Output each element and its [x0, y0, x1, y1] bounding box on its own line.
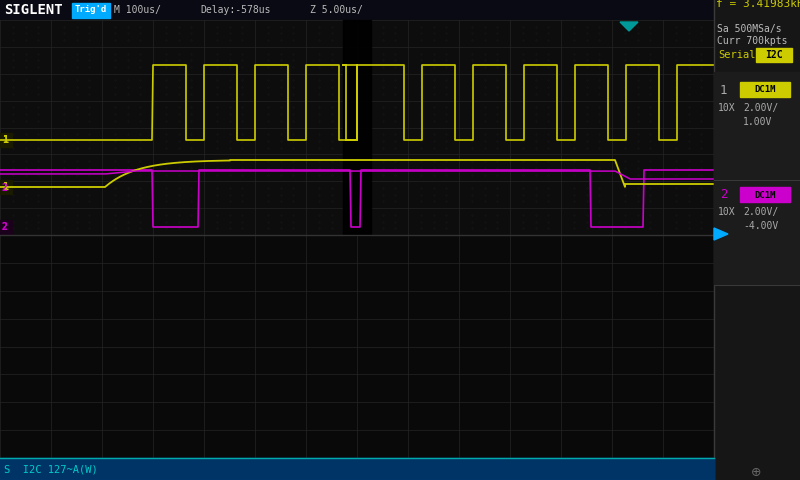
- Text: 2: 2: [2, 222, 8, 232]
- Text: Curr 700kpts: Curr 700kpts: [717, 36, 787, 46]
- Text: DC1M: DC1M: [754, 85, 776, 95]
- Bar: [740, 187, 790, 202]
- Text: Serial: Serial: [718, 50, 755, 60]
- Text: ⊕: ⊕: [750, 466, 762, 479]
- Bar: [714, 180, 800, 285]
- Polygon shape: [714, 228, 728, 240]
- Text: f = 3.41983kHz: f = 3.41983kHz: [716, 0, 800, 9]
- Text: -4.00V: -4.00V: [743, 221, 778, 231]
- Text: 2.00V/: 2.00V/: [743, 103, 778, 113]
- Text: 1: 1: [720, 84, 727, 96]
- Text: I2C: I2C: [765, 50, 783, 60]
- Text: 10X: 10X: [718, 103, 736, 113]
- Text: Sa 500MSa/s: Sa 500MSa/s: [717, 24, 782, 34]
- Text: SIGLENT: SIGLENT: [4, 3, 62, 17]
- Text: 2: 2: [2, 183, 8, 193]
- Bar: [0, 20, 714, 235]
- Text: 1: 1: [2, 182, 8, 192]
- Bar: [0, 458, 714, 480]
- Text: 10X: 10X: [718, 207, 736, 217]
- Text: Delay:-578us: Delay:-578us: [200, 5, 270, 15]
- Text: 1: 1: [2, 182, 8, 192]
- Text: 1: 1: [2, 135, 8, 145]
- Text: 2: 2: [720, 189, 727, 202]
- Text: Trig'd: Trig'd: [75, 5, 107, 14]
- Bar: [72, 3, 110, 18]
- Bar: [756, 48, 792, 62]
- Bar: [0, 180, 12, 194]
- Text: 1.00V: 1.00V: [743, 117, 772, 127]
- Text: Z 5.00us/: Z 5.00us/: [310, 5, 363, 15]
- Text: M 100us/: M 100us/: [114, 5, 161, 15]
- Bar: [714, 0, 800, 480]
- Bar: [740, 82, 790, 97]
- Polygon shape: [620, 22, 638, 31]
- Bar: [714, 72, 800, 180]
- Text: S  I2C 127~A(W): S I2C 127~A(W): [4, 464, 98, 474]
- Text: 1: 1: [2, 135, 8, 145]
- Text: 2: 2: [2, 222, 8, 232]
- Bar: [0, 133, 12, 147]
- Bar: [0, 0, 800, 20]
- Text: 2.00V/: 2.00V/: [743, 207, 778, 217]
- Bar: [0, 458, 714, 480]
- Bar: [0, 235, 714, 458]
- Bar: [0, 220, 12, 234]
- Bar: [343, 20, 371, 235]
- Text: DC1M: DC1M: [754, 191, 776, 200]
